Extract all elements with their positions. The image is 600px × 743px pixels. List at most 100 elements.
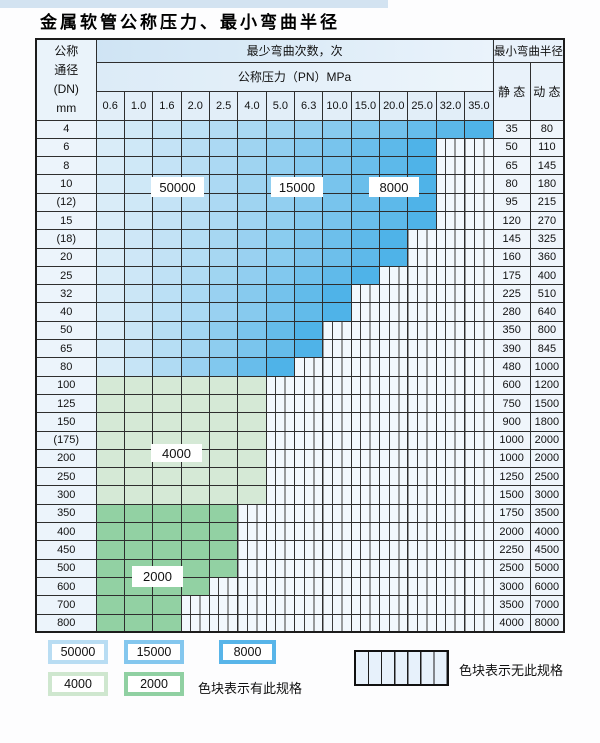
pressure-col-header: 25.0 (407, 90, 437, 121)
dn-cell: 10 (35, 174, 97, 194)
spec-cell (180, 576, 210, 597)
spec-cell (152, 156, 182, 176)
no-spec-hatch-cell (407, 485, 437, 505)
spec-cell (123, 613, 154, 633)
spec-cell (180, 284, 210, 304)
no-spec-hatch-cell (407, 503, 437, 524)
no-spec-hatch-cell (265, 375, 296, 395)
spec-cell (294, 339, 324, 359)
no-spec-hatch-cell (379, 284, 409, 304)
dynamic-radius-cell: 1000 (529, 357, 565, 377)
no-spec-hatch-cell (294, 613, 324, 633)
no-spec-hatch-cell (435, 156, 466, 176)
static-radius-cell: 2250 (492, 540, 531, 560)
no-spec-hatch-cell (294, 503, 324, 524)
dn-cell: 15 (35, 210, 97, 231)
no-spec-hatch-cell (350, 467, 381, 487)
static-radius-cell: 95 (492, 192, 531, 212)
no-spec-hatch-cell (435, 448, 466, 469)
spec-cell (265, 284, 296, 304)
no-spec-hatch-cell (435, 595, 466, 615)
spec-cell (95, 229, 125, 249)
table-row: 150 900 1800 (35, 412, 565, 432)
static-radius-cell: 2000 (492, 522, 531, 542)
spec-cell (180, 229, 210, 249)
no-spec-hatch-cell (322, 339, 352, 359)
spec-cell (208, 156, 239, 176)
spec-cell (180, 137, 210, 158)
pressure-col-header: 2.5 (208, 90, 239, 121)
no-spec-hatch-cell (464, 357, 494, 377)
no-spec-hatch-cell (322, 595, 352, 615)
no-spec-hatch-cell (435, 339, 466, 359)
no-spec-hatch-cell (407, 522, 437, 542)
spec-cell (180, 339, 210, 359)
spec-cell (95, 339, 125, 359)
spec-cell (95, 174, 125, 194)
table-row: 25 175 400 (35, 265, 565, 286)
no-spec-hatch-cell (407, 357, 437, 377)
spec-cell (208, 265, 239, 286)
dn-cell: (18) (35, 229, 97, 249)
no-spec-hatch-cell (379, 467, 409, 487)
no-spec-hatch-cell (379, 430, 409, 450)
dn-cell: 700 (35, 595, 97, 615)
static-radius-cell: 35 (492, 119, 531, 139)
spec-cell (123, 430, 154, 450)
spec-cell (180, 302, 210, 322)
no-spec-hatch-cell (379, 503, 409, 524)
spec-cell (95, 448, 125, 469)
dn-cell: (175) (35, 430, 97, 450)
no-spec-hatch-cell (435, 522, 466, 542)
spec-cell (322, 284, 352, 304)
spec-cell (180, 393, 210, 414)
spec-cell (152, 503, 182, 524)
spec-cell (123, 357, 154, 377)
no-spec-hatch-cell (379, 613, 409, 633)
spec-cell (350, 265, 381, 286)
no-spec-hatch-cell (265, 540, 296, 560)
spec-cell (123, 522, 154, 542)
spec-cell (123, 485, 154, 505)
pressure-col-header: 32.0 (435, 90, 466, 121)
static-radius-cell: 390 (492, 339, 531, 359)
no-spec-hatch-cell (322, 576, 352, 597)
static-header: 静 态 (492, 61, 531, 121)
no-spec-hatch-cell (435, 375, 466, 395)
spec-cell (322, 137, 352, 158)
spec-cell (152, 192, 182, 212)
pressure-col-header: 2.0 (180, 90, 210, 121)
spec-cell (152, 119, 182, 139)
no-spec-hatch-cell (350, 522, 381, 542)
no-spec-hatch-cell (407, 302, 437, 322)
no-spec-hatch-cell (464, 576, 494, 597)
spec-cell (322, 192, 352, 212)
spec-cell (180, 156, 210, 176)
spec-cell (208, 320, 239, 341)
no-spec-hatch-cell (435, 467, 466, 487)
spec-cell (152, 320, 182, 341)
spec-cell (237, 137, 267, 158)
dynamic-radius-cell: 360 (529, 247, 565, 267)
spec-cell (237, 393, 267, 414)
no-spec-hatch-cell (294, 485, 324, 505)
spec-cell (208, 375, 239, 395)
spec-cell (123, 210, 154, 231)
table-row: 600 3000 6000 (35, 576, 565, 597)
cycle-count-label: 8000 (369, 177, 419, 197)
table-row: 125 750 1500 (35, 393, 565, 414)
table-row: (175) 1000 2000 (35, 430, 565, 450)
legend-swatch: 15000 (124, 640, 184, 664)
no-spec-hatch-cell (464, 192, 494, 212)
no-spec-hatch-cell (407, 558, 437, 578)
no-spec-hatch-cell (237, 503, 267, 524)
spec-cell (237, 339, 267, 359)
spec-cell (208, 229, 239, 249)
no-spec-hatch-cell (407, 284, 437, 304)
no-spec-hatch-cell (407, 576, 437, 597)
no-spec-hatch-cell (322, 558, 352, 578)
spec-cell (237, 119, 267, 139)
spec-cell (123, 247, 154, 267)
spec-cell (123, 595, 154, 615)
spec-cell (180, 119, 210, 139)
